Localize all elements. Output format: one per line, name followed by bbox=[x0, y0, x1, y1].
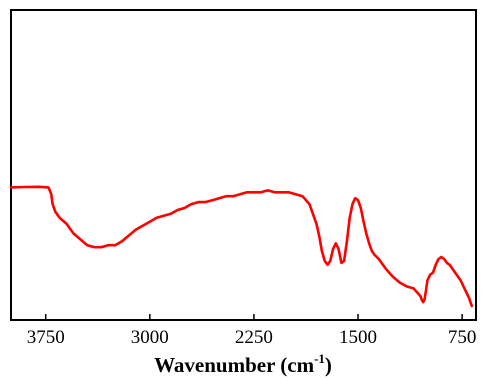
x-axis-label-suffix: ) bbox=[325, 353, 332, 377]
x-tick-label: 1500 bbox=[339, 327, 377, 348]
x-tick-label: 2250 bbox=[235, 327, 273, 348]
x-axis-label: Wavenumber (cm-1) bbox=[154, 351, 332, 377]
x-axis-label-superscript: -1 bbox=[314, 351, 325, 366]
x-axis: 3750 3000 2250 1500 750 bbox=[27, 314, 477, 348]
x-tick-label: 750 bbox=[448, 327, 477, 348]
plot-frame bbox=[10, 9, 477, 321]
x-tick-label: 3000 bbox=[131, 327, 169, 348]
x-tick-label: 3750 bbox=[27, 327, 65, 348]
spectrum-line bbox=[9, 185, 474, 308]
